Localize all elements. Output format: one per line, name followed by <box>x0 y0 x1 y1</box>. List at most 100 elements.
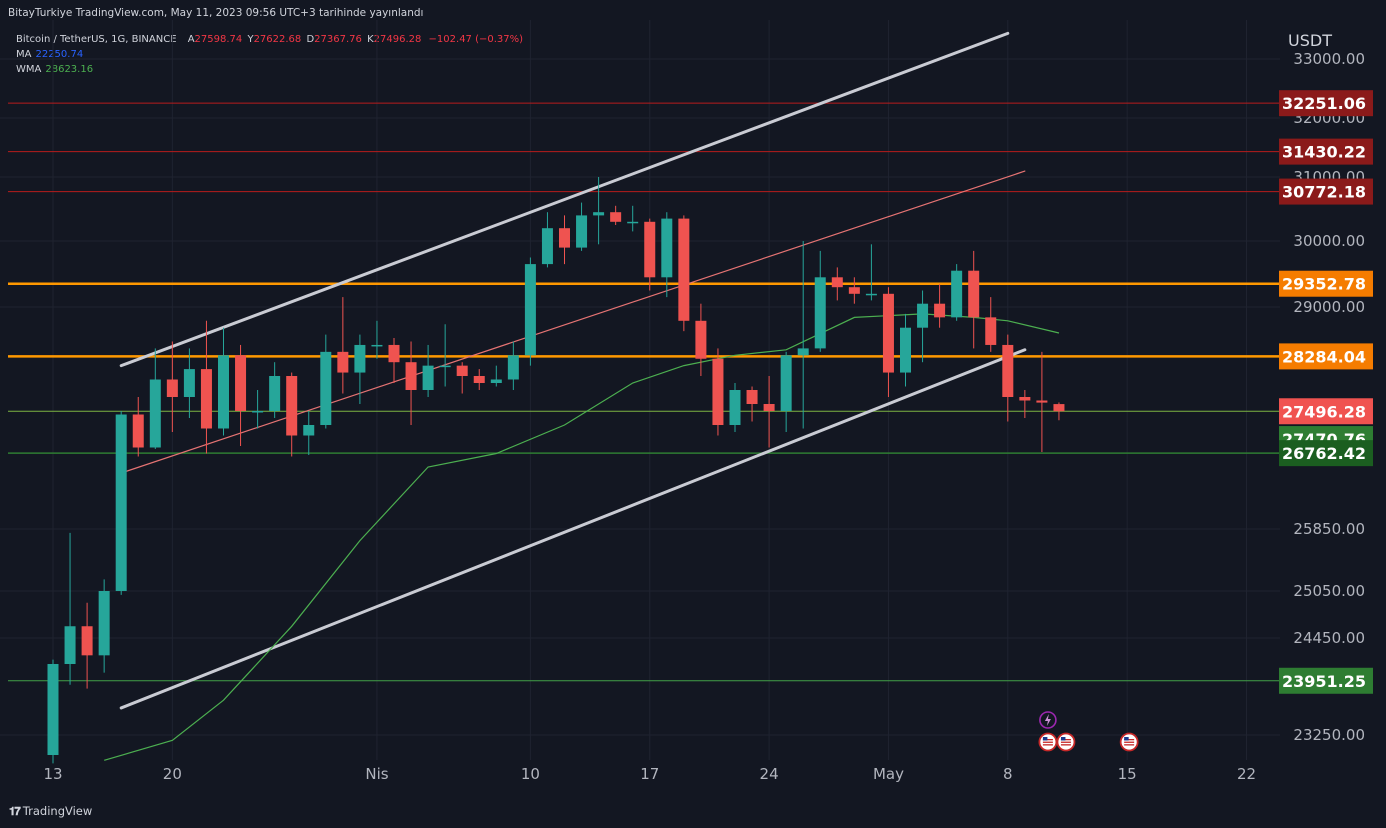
ma-legend[interactable]: MA 22250.74 <box>16 47 523 62</box>
candle <box>695 303 707 376</box>
channel-lower-line <box>119 348 1027 710</box>
candle <box>1053 402 1065 421</box>
candle <box>354 334 366 404</box>
price-tag-resistance: 30772.18 <box>1279 178 1373 205</box>
price-tag-box <box>1279 667 1373 694</box>
candle-body <box>1036 400 1048 403</box>
candle-body <box>780 355 792 411</box>
us-flag-icon-stripe <box>1060 739 1071 741</box>
tradingview-logo-icon: 𝟏𝟕 <box>9 804 21 818</box>
candle <box>405 341 417 425</box>
price-tag-resistance: 32251.06 <box>1279 90 1373 117</box>
price-tag-key: 29352.78 <box>1279 270 1373 297</box>
candle <box>678 215 690 332</box>
ma-value: 22250.74 <box>35 49 84 60</box>
candle <box>848 277 860 304</box>
us-flag-icon-stripe <box>1124 744 1135 746</box>
price-tag-value: 28284.04 <box>1282 347 1366 366</box>
candle <box>422 344 434 397</box>
time-tick-label: Nis <box>365 765 388 783</box>
time-tick-label: 13 <box>43 765 62 783</box>
time-tick-label: 20 <box>163 765 182 783</box>
candle-body <box>320 351 332 425</box>
candle-body <box>149 379 161 448</box>
candle-body <box>98 591 110 656</box>
us-flag-icon-canton <box>1124 737 1129 741</box>
symbol-name[interactable]: Bitcoin / TetherUS, 1G, BINANCE <box>16 34 177 45</box>
us-flag-icon[interactable] <box>1056 732 1076 752</box>
channel-upper-line <box>119 31 1010 368</box>
candle-body <box>678 218 690 321</box>
lightning-icon-bolt <box>1044 714 1051 726</box>
price-tag-box <box>1279 90 1373 117</box>
candle-body <box>917 303 929 328</box>
candle-body <box>559 228 570 248</box>
candle <box>115 411 127 595</box>
price-axis[interactable]: 33000.00 32000.00 31000.00 30000.00 29000.00… <box>1293 50 1365 744</box>
price-tags: 32251.06 31430.22 30772.18 29352.78 28284.04… <box>1279 90 1373 694</box>
price-tag-resistance: 31430.22 <box>1279 138 1373 165</box>
wma-line <box>104 313 1060 761</box>
candle-body <box>712 358 724 425</box>
candle-body <box>252 411 264 413</box>
price-tick-label: 23250.00 <box>1293 726 1365 744</box>
price-tag-support: 27470.76 <box>1279 426 1373 453</box>
us-flag-icon-stripe <box>1042 744 1053 746</box>
high-value: 27622.68 <box>253 34 302 45</box>
candle <box>661 212 673 298</box>
price-channel <box>119 31 1027 710</box>
candle-body <box>951 270 963 318</box>
change-value: −102.47 (−0.37%) <box>428 34 524 45</box>
candle-body <box>183 369 195 397</box>
price-tick-label: 25050.00 <box>1293 582 1365 600</box>
price-tag-last: 27496.28 <box>1279 398 1373 425</box>
candle-body <box>490 379 502 383</box>
currency-label[interactable]: USDT <box>1288 31 1332 50</box>
candle <box>1019 390 1031 418</box>
price-tick-label: 25850.00 <box>1293 520 1365 538</box>
candle <box>183 348 195 418</box>
candle-body <box>524 264 536 356</box>
candle-body <box>235 355 247 411</box>
candle-body <box>439 365 451 368</box>
time-tick-label: 15 <box>1118 765 1137 783</box>
candle-body <box>644 221 656 278</box>
symbol-line[interactable]: Bitcoin / TetherUS, 1G, BINANCE A27598.7… <box>16 32 523 47</box>
candle <box>917 290 929 363</box>
candle-body <box>507 355 519 380</box>
candle <box>200 320 212 454</box>
candle <box>831 267 843 301</box>
tradingview-footer[interactable]: 𝟏𝟕 TradingView <box>9 804 92 819</box>
candle-body <box>64 626 76 664</box>
candle <box>371 320 383 359</box>
price-tag-box <box>1279 343 1373 370</box>
candle <box>490 365 502 387</box>
candle <box>541 212 553 268</box>
us-flag-icon-ring <box>1038 732 1058 752</box>
us-flag-icon-canton <box>1042 737 1048 741</box>
price-tag-value: 27496.28 <box>1282 402 1366 421</box>
candle <box>132 397 144 457</box>
candle-body <box>814 277 826 349</box>
time-axis[interactable]: 13 20 Nis 10 17 24 May 8 15 22 <box>43 765 1256 783</box>
us-flag-icon-ring <box>1119 732 1139 752</box>
us-flag-icon-canton <box>1060 737 1066 741</box>
candle <box>320 334 332 429</box>
candle <box>269 362 281 418</box>
time-tick-label: May <box>873 765 904 783</box>
us-flag-icon[interactable] <box>1038 732 1058 752</box>
wma-legend[interactable]: WMA 28623.16 <box>16 62 523 77</box>
candle <box>524 257 536 366</box>
candle <box>882 287 894 397</box>
price-tag-box <box>1279 270 1373 297</box>
candle-body <box>797 348 809 356</box>
candle <box>1002 334 1014 422</box>
us-flag-icon-stripe <box>1124 741 1135 743</box>
candle <box>47 659 59 764</box>
us-flag-icon[interactable] <box>1119 732 1139 752</box>
us-flag-icon-stripe <box>1060 744 1071 746</box>
price-tag-support: 23951.25 <box>1279 667 1373 694</box>
lightning-icon[interactable] <box>1039 711 1057 729</box>
candle <box>166 341 178 432</box>
